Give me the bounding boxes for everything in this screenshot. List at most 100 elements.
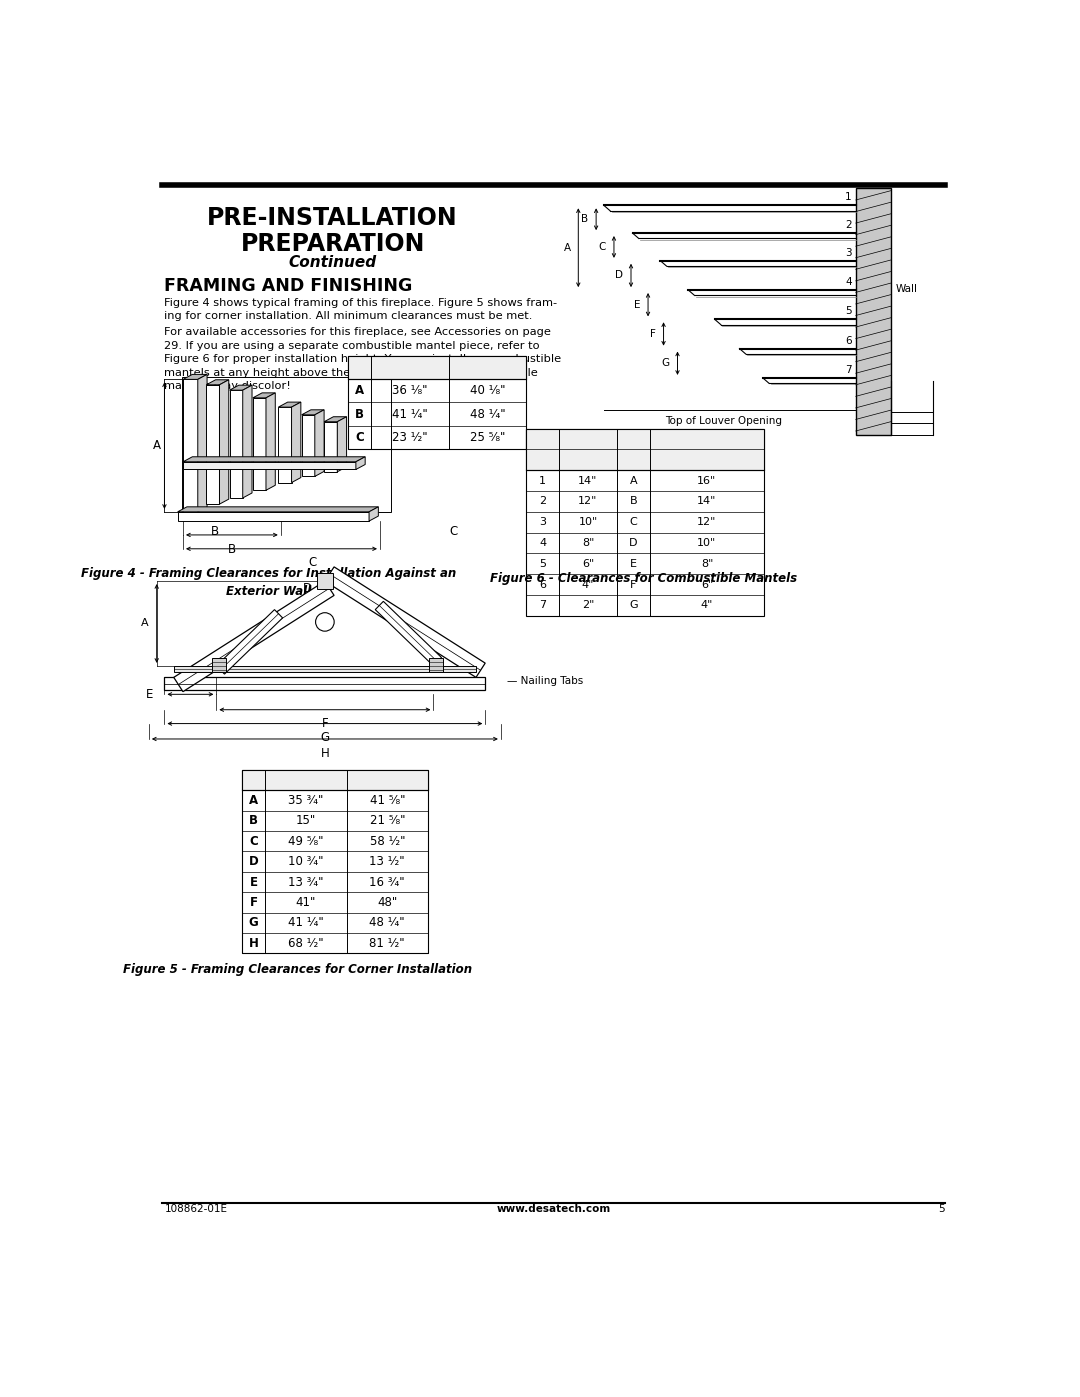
Text: A: A: [630, 475, 637, 486]
Text: B: B: [355, 408, 364, 420]
Text: For available accessories for this fireplace, see Accessories on page
29. If you: For available accessories for this firep…: [164, 327, 562, 391]
Bar: [212, 658, 226, 672]
Text: E: E: [146, 687, 153, 701]
Text: 2: 2: [539, 496, 546, 507]
Text: C: C: [598, 242, 606, 251]
Polygon shape: [230, 386, 252, 390]
Text: H: H: [321, 746, 329, 760]
Text: G: G: [321, 731, 329, 745]
Text: C: C: [355, 430, 364, 444]
Text: Wall: Wall: [895, 284, 917, 293]
Polygon shape: [279, 402, 301, 407]
Text: D: D: [248, 855, 258, 868]
Text: 49 ⁵⁄₈": 49 ⁵⁄₈": [288, 834, 324, 848]
Text: 8": 8": [582, 538, 594, 548]
Text: E: E: [634, 300, 640, 310]
Polygon shape: [314, 409, 324, 476]
Text: E: E: [630, 559, 637, 569]
Text: 6": 6": [701, 580, 713, 590]
Polygon shape: [253, 393, 275, 398]
Polygon shape: [324, 416, 347, 422]
Text: 3: 3: [846, 247, 852, 257]
Polygon shape: [206, 380, 229, 384]
Text: 6: 6: [846, 335, 852, 345]
Text: 36" Models: 36" Models: [374, 362, 447, 374]
Text: 7: 7: [846, 365, 852, 374]
Text: 36" Models: 36" Models: [269, 774, 342, 787]
Text: C: C: [449, 524, 458, 538]
Text: 5: 5: [539, 559, 546, 569]
Bar: [429, 658, 443, 672]
Bar: [318, 573, 333, 588]
Text: B: B: [228, 542, 235, 556]
Text: C: C: [309, 556, 316, 570]
Text: 10": 10": [698, 538, 716, 548]
Text: 108862-01E: 108862-01E: [164, 1204, 228, 1214]
Circle shape: [315, 613, 334, 631]
Text: 5: 5: [846, 306, 852, 316]
Text: 3: 3: [539, 517, 546, 527]
Polygon shape: [230, 390, 243, 497]
Text: 68 ¹⁄₂": 68 ¹⁄₂": [288, 937, 324, 950]
Text: 4": 4": [582, 580, 594, 590]
Text: 4": 4": [701, 601, 713, 610]
Text: — Nailing Tabs: — Nailing Tabs: [507, 676, 583, 686]
Text: Ref.: Ref.: [621, 434, 646, 444]
Polygon shape: [356, 457, 365, 469]
Text: 48 ¹⁄₄": 48 ¹⁄₄": [470, 408, 505, 420]
Bar: [348, 356, 526, 380]
Text: E: E: [249, 876, 257, 888]
Text: H: H: [248, 937, 258, 950]
Text: F: F: [650, 328, 656, 339]
Polygon shape: [324, 422, 337, 472]
Text: B: B: [249, 814, 258, 827]
Text: 10": 10": [579, 517, 597, 527]
Text: Mantel from Top: Mantel from Top: [656, 434, 758, 444]
Text: D: D: [629, 538, 637, 548]
Text: G: G: [662, 358, 670, 369]
Polygon shape: [183, 457, 365, 462]
Polygon shape: [219, 380, 229, 504]
Polygon shape: [183, 380, 198, 511]
Text: 40 ¹⁄₈": 40 ¹⁄₈": [470, 384, 505, 397]
Text: 36 ¹⁄₈": 36 ¹⁄₈": [392, 384, 428, 397]
Text: 6": 6": [582, 559, 594, 569]
Polygon shape: [279, 407, 292, 482]
Text: B: B: [630, 496, 637, 507]
Text: 16": 16": [698, 475, 716, 486]
Text: 42" Models: 42" Models: [450, 362, 525, 374]
Polygon shape: [266, 393, 275, 490]
Text: Figure 5 - Framing Clearances for Corner Installation: Figure 5 - Framing Clearances for Corner…: [123, 963, 472, 975]
Polygon shape: [177, 507, 378, 511]
Text: 4: 4: [846, 277, 852, 286]
Text: A: A: [355, 384, 364, 397]
Bar: [242, 770, 428, 791]
Text: 14": 14": [578, 475, 597, 486]
Polygon shape: [243, 386, 252, 497]
Text: C: C: [249, 834, 258, 848]
Bar: [242, 770, 428, 953]
Text: 58 ¹⁄₂": 58 ¹⁄₂": [369, 834, 405, 848]
Text: 8": 8": [701, 559, 713, 569]
Text: Ref.: Ref.: [530, 434, 555, 444]
Text: Depth: Depth: [569, 455, 607, 465]
Text: A: A: [141, 619, 149, 629]
Polygon shape: [177, 511, 369, 521]
Bar: [526, 429, 765, 616]
Text: 15": 15": [296, 814, 316, 827]
Text: F: F: [630, 580, 636, 590]
Polygon shape: [183, 374, 207, 380]
Polygon shape: [174, 666, 476, 672]
Text: 48": 48": [377, 895, 397, 909]
Text: PRE-INSTALLATION: PRE-INSTALLATION: [207, 207, 458, 231]
Text: 16 ³⁄₄": 16 ³⁄₄": [369, 876, 405, 888]
Polygon shape: [183, 462, 356, 469]
Bar: [855, 189, 891, 434]
Text: 13 ¹⁄₂": 13 ¹⁄₂": [369, 855, 405, 868]
Text: 1: 1: [846, 193, 852, 203]
Text: 6: 6: [539, 580, 546, 590]
Text: F: F: [322, 718, 328, 731]
Text: Figure 6 - Clearances for Combustible Mantels: Figure 6 - Clearances for Combustible Ma…: [490, 571, 797, 585]
Text: Top of Louver Opening: Top of Louver Opening: [665, 416, 783, 426]
Text: PREPARATION: PREPARATION: [241, 232, 424, 256]
